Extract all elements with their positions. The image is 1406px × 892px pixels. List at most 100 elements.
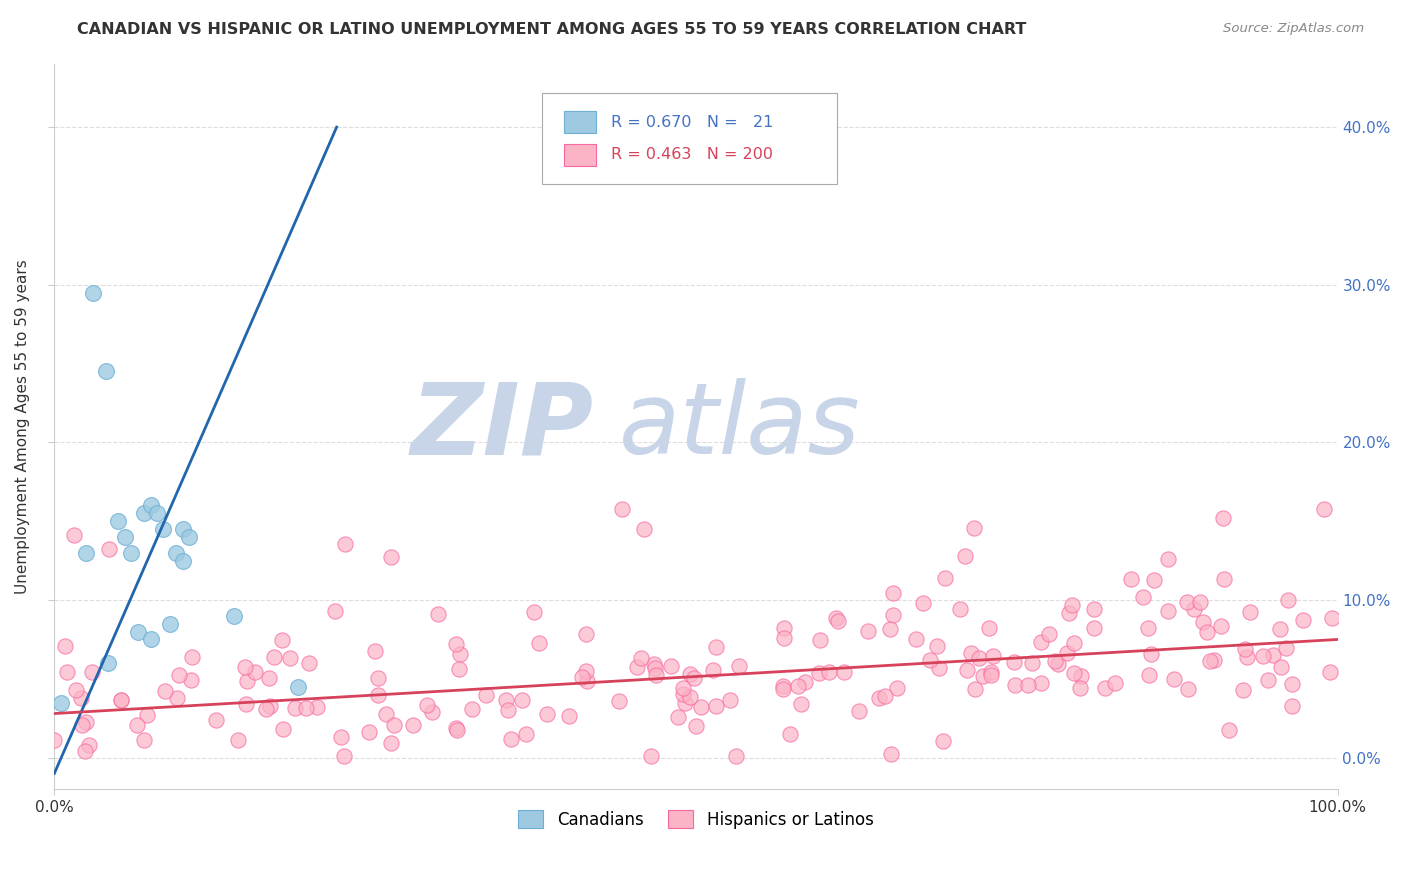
Point: [1292, 613, 1315, 627]
Point: [226, 733, 249, 747]
Point: [832, 665, 855, 679]
Point: [284, 701, 307, 715]
Point: [953, 549, 976, 563]
Point: [960, 646, 983, 660]
Point: [159, 616, 181, 631]
Point: [367, 688, 389, 702]
Point: [1143, 574, 1166, 588]
Point: [65, 683, 87, 698]
Point: [1275, 640, 1298, 655]
Point: [132, 732, 155, 747]
Point: [704, 699, 727, 714]
Point: [515, 727, 537, 741]
Point: [495, 692, 517, 706]
Point: [110, 693, 132, 707]
Point: [1021, 656, 1043, 670]
Point: [177, 530, 200, 544]
Point: [426, 607, 449, 622]
Point: [1232, 682, 1254, 697]
Point: [808, 633, 831, 648]
Point: [82, 665, 104, 679]
Point: [444, 721, 467, 735]
Point: [610, 502, 633, 516]
Point: [679, 690, 702, 704]
Point: [886, 681, 908, 696]
Point: [254, 702, 277, 716]
Point: [1069, 681, 1091, 695]
Point: [644, 661, 666, 675]
Point: [449, 662, 471, 676]
Point: [120, 546, 142, 560]
Point: [928, 661, 950, 675]
Point: [107, 514, 129, 528]
Point: [727, 658, 749, 673]
Point: [523, 605, 546, 619]
Point: [298, 656, 321, 670]
Point: [880, 747, 903, 761]
Point: [1017, 678, 1039, 692]
Point: [1137, 668, 1160, 682]
Point: [787, 679, 810, 693]
Point: [932, 733, 955, 747]
Point: [1060, 598, 1083, 612]
Point: [243, 665, 266, 679]
Point: [169, 668, 191, 682]
Point: [575, 627, 598, 641]
Point: [981, 648, 1004, 663]
Point: [1212, 511, 1234, 525]
Point: [172, 554, 194, 568]
Point: [1132, 590, 1154, 604]
Point: [825, 611, 848, 625]
Point: [496, 703, 519, 717]
Point: [204, 713, 226, 727]
Text: R = 0.463   N = 200: R = 0.463 N = 200: [612, 147, 773, 162]
Point: [1277, 592, 1299, 607]
Point: [380, 549, 402, 564]
Point: [685, 718, 707, 732]
Point: [1029, 634, 1052, 648]
Point: [1002, 655, 1025, 669]
Text: CANADIAN VS HISPANIC OR LATINO UNEMPLOYMENT AMONG AGES 55 TO 59 YEARS CORRELATIO: CANADIAN VS HISPANIC OR LATINO UNEMPLOYM…: [77, 22, 1026, 37]
Point: [645, 668, 668, 682]
Point: [380, 736, 402, 750]
Point: [1204, 653, 1226, 667]
Point: [1251, 648, 1274, 663]
FancyBboxPatch shape: [564, 144, 596, 166]
Point: [53, 640, 76, 654]
Point: [690, 700, 713, 714]
Point: [827, 615, 849, 629]
Point: [1063, 666, 1085, 681]
Point: [1046, 657, 1069, 671]
Point: [294, 701, 316, 715]
Point: [1056, 646, 1078, 660]
Point: [1319, 665, 1341, 679]
Point: [278, 650, 301, 665]
Point: [1198, 654, 1220, 668]
Point: [818, 665, 841, 680]
Point: [270, 632, 292, 647]
Point: [98, 541, 121, 556]
Point: [420, 705, 443, 719]
Point: [683, 671, 706, 685]
Point: [180, 673, 202, 687]
Point: [969, 651, 991, 665]
Point: [69, 691, 91, 706]
Legend: Canadians, Hispanics or Latinos: Canadians, Hispanics or Latinos: [512, 804, 880, 835]
Point: [1083, 601, 1105, 615]
Point: [702, 663, 724, 677]
Point: [1157, 551, 1180, 566]
Point: [415, 698, 437, 713]
Point: [333, 749, 356, 764]
Point: [718, 693, 741, 707]
Point: [536, 707, 558, 722]
Point: [449, 647, 471, 661]
Point: [1119, 572, 1142, 586]
Point: [1163, 672, 1185, 686]
Text: Source: ZipAtlas.com: Source: ZipAtlas.com: [1223, 22, 1364, 36]
Point: [323, 603, 346, 617]
Point: [1184, 602, 1206, 616]
Point: [956, 663, 979, 677]
Point: [1083, 621, 1105, 635]
FancyBboxPatch shape: [564, 112, 596, 133]
Point: [704, 640, 727, 655]
